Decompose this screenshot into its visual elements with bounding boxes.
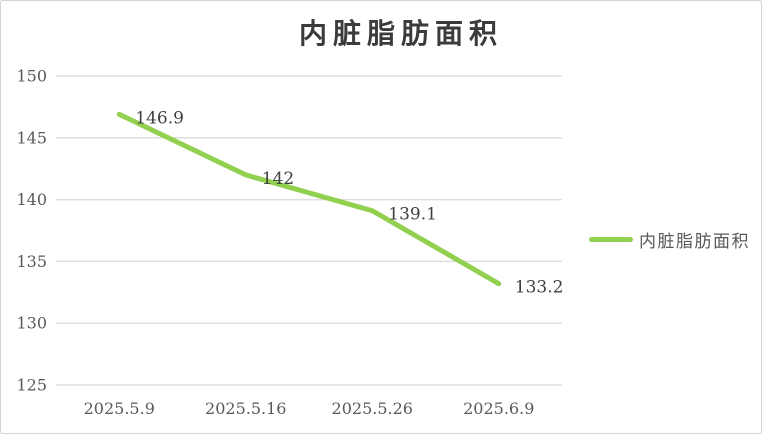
y-axis-tick-label: 145 [16, 128, 47, 147]
y-axis-tick-label: 135 [16, 252, 47, 271]
y-axis-tick-label: 125 [16, 376, 47, 395]
x-axis-tick-label: 2025.6.9 [463, 399, 534, 418]
data-label: 133.2 [515, 278, 564, 298]
data-label: 142 [262, 169, 294, 189]
data-label: 139.1 [388, 205, 437, 225]
series-line[interactable] [116, 111, 502, 287]
y-axis-tick-label: 150 [16, 67, 47, 86]
x-axis-tick-label: 2025.5.26 [332, 399, 413, 418]
x-axis-tick-label: 2025.5.9 [84, 399, 155, 418]
legend[interactable]: 内脏脂肪面积 [589, 227, 750, 252]
legend-series-label: 内脏脂肪面积 [639, 232, 750, 252]
data-label: 146.9 [135, 108, 184, 128]
x-axis-tick-label: 2025.5.16 [205, 399, 286, 418]
y-axis-tick-label: 140 [16, 190, 47, 209]
legend-line-swatch [589, 237, 633, 242]
y-axis-tick-label: 130 [16, 314, 47, 333]
chart-title: 内脏脂肪面积 [298, 17, 503, 50]
